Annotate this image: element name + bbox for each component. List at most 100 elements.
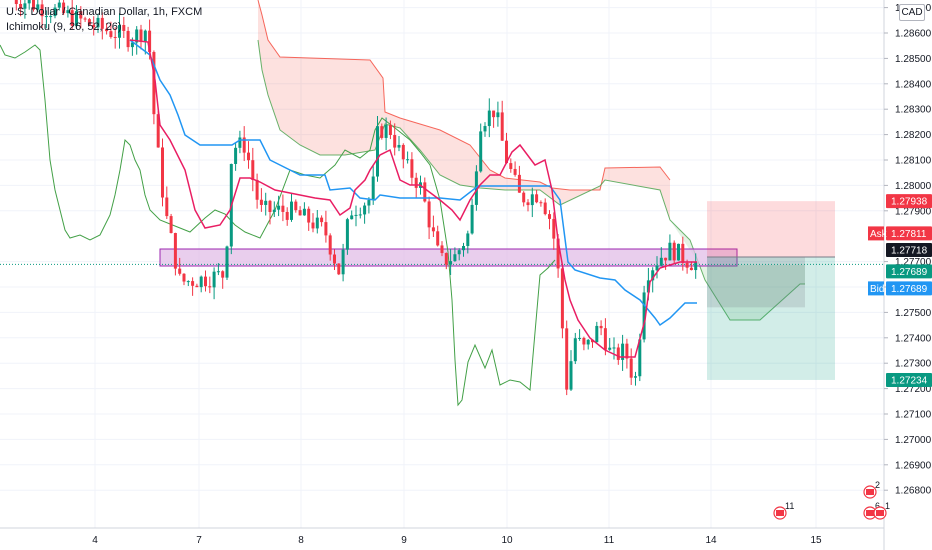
candle-body — [664, 257, 668, 261]
price-tag-value: 1.27689 — [891, 267, 928, 278]
price-tag-value: 1.27234 — [891, 375, 928, 386]
price-tick-label: 1.28400 — [895, 79, 932, 90]
candle-body — [655, 265, 659, 271]
candle-body — [681, 243, 685, 263]
candle-body — [401, 144, 405, 160]
economic-event-flag[interactable]: 2 — [863, 480, 880, 499]
candle-body — [83, 18, 87, 20]
candle-body — [40, 4, 44, 17]
candle-body — [264, 200, 268, 205]
candle-body — [625, 343, 629, 359]
candle-body — [268, 200, 272, 213]
candle-body — [487, 110, 491, 127]
time-tick-label: 4 — [92, 535, 98, 546]
candle-body — [126, 30, 130, 48]
candle-body — [255, 179, 259, 200]
candle-body — [371, 176, 375, 201]
candle-body — [19, 4, 23, 9]
candle-body — [113, 36, 117, 38]
candle-body — [92, 24, 96, 28]
price-tag-label-bg — [868, 281, 884, 296]
price-tick-label: 1.28600 — [895, 29, 932, 40]
candle-body — [363, 205, 367, 215]
senkou-span-a — [257, 39, 805, 321]
candle-body — [337, 263, 341, 275]
time-tick-label: 14 — [705, 535, 717, 546]
candle-body — [616, 347, 620, 360]
candle-body — [315, 217, 319, 229]
time-tick-label: 9 — [401, 535, 407, 546]
event-count: 6 — [875, 501, 880, 511]
candle-body — [350, 215, 354, 220]
candle-body — [212, 271, 216, 288]
candle-body — [169, 216, 173, 234]
price-tick-label: 1.26900 — [895, 460, 932, 471]
candle-body — [423, 182, 427, 202]
tenkan-sen — [129, 39, 697, 358]
candle-body — [388, 124, 392, 136]
candle-body — [277, 205, 281, 210]
indicator-label[interactable]: Ichimoku (9, 26, 52, 26) — [6, 21, 122, 33]
candle-body — [70, 10, 74, 26]
candle-body — [148, 30, 152, 53]
candlesticks — [14, 0, 698, 396]
candle-body — [543, 202, 547, 215]
candle-body — [483, 126, 487, 132]
reward-zone[interactable] — [707, 257, 835, 380]
candle-body — [449, 261, 453, 265]
candle-body — [582, 337, 586, 345]
candle-body — [517, 174, 521, 193]
candle-body — [49, 16, 53, 18]
event-markers[interactable]: 11 2 6 1 — [773, 480, 890, 520]
candle-body — [345, 219, 349, 250]
candle-body — [135, 29, 139, 43]
candle-body — [659, 257, 663, 266]
candle-body — [324, 222, 328, 236]
price-tag-value: 1.27689 — [891, 284, 928, 295]
candle-body — [479, 131, 483, 172]
candle-body — [500, 112, 504, 141]
price-tag-target — [886, 194, 932, 209]
risk-zone[interactable] — [707, 201, 835, 258]
time-tick-label: 10 — [501, 535, 513, 546]
currency-button[interactable]: CAD — [899, 4, 925, 21]
candle-body — [651, 270, 655, 281]
candle-body — [603, 328, 607, 350]
candle-body — [75, 11, 78, 26]
candle-body — [621, 343, 625, 360]
candle-body — [294, 201, 298, 211]
chikou-span — [0, 44, 556, 407]
price-tag-stop — [886, 372, 932, 387]
candle-body — [535, 194, 539, 203]
candle-body — [556, 238, 560, 269]
flag-icon — [866, 510, 874, 516]
candle-body — [642, 292, 646, 340]
candle-body — [290, 201, 293, 220]
candle-body — [62, 2, 66, 14]
flag-icon — [776, 510, 784, 516]
time-tick-label: 11 — [604, 535, 615, 546]
candle-body — [251, 160, 255, 180]
candle-body — [122, 25, 126, 31]
economic-event-flag[interactable]: 11 — [773, 501, 794, 520]
price-tick-label: 1.27200 — [895, 384, 932, 395]
economic-event-flag[interactable]: 1 — [873, 501, 890, 520]
price-tick-label: 1.27700 — [895, 257, 932, 268]
candle-body — [436, 231, 440, 246]
candle-body — [221, 271, 225, 278]
candle-body — [238, 137, 242, 148]
candle-body — [14, 0, 18, 5]
candle-body — [513, 168, 517, 175]
price-tick-label: 1.28000 — [895, 181, 932, 192]
symbol-title[interactable]: U.S. Dollar / Canadian Dollar, 1h, FXCM — [6, 6, 203, 18]
candle-body — [629, 358, 633, 378]
candle-body — [105, 28, 109, 32]
candle-body — [130, 42, 134, 48]
price-tick-label: 1.27400 — [895, 333, 932, 344]
candle-body — [247, 152, 250, 161]
candle-body — [281, 205, 285, 212]
short-position-tool[interactable] — [0, 201, 884, 380]
candle-body — [509, 163, 513, 169]
price-tick-label: 1.26800 — [895, 486, 932, 497]
